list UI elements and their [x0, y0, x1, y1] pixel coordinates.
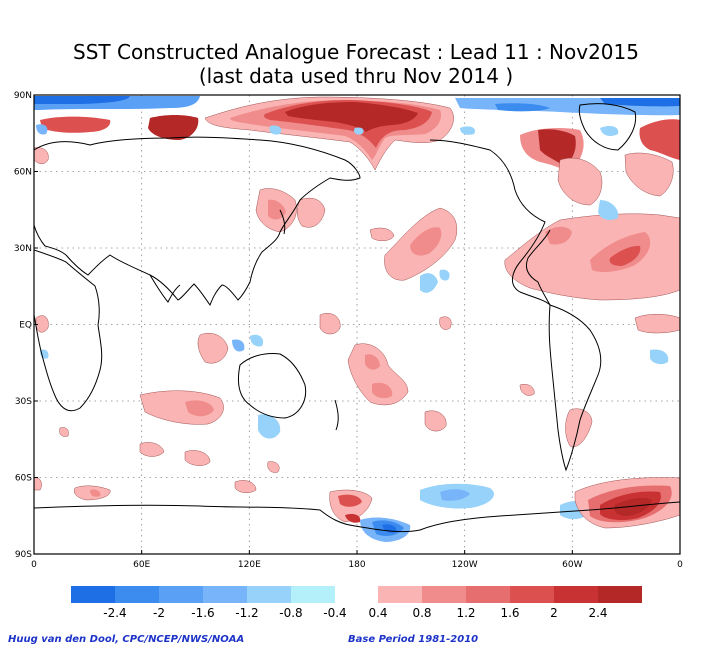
lon-label: 60E: [133, 560, 150, 570]
arctic-cold-anomaly: [34, 96, 680, 136]
coast-greenland: [578, 103, 637, 151]
map-title: SST Constructed Analogue Forecast : Lead…: [73, 40, 639, 64]
coast-india: [149, 274, 181, 303]
legend-label: 2: [550, 606, 558, 620]
legend-labels: -2.4 -2 -1.6 -1.2 -0.8 -0.4 0.4 0.8 1.2 1.6 2 2.4: [103, 606, 607, 620]
legend-label: 0.8: [412, 606, 431, 620]
legend-label: 0.4: [368, 606, 387, 620]
lat-label: 30S: [15, 397, 32, 407]
coast-africa: [34, 249, 103, 412]
lat-label: EQ: [19, 321, 32, 331]
coastlines: [34, 103, 680, 533]
legend-label: -0.4: [323, 606, 346, 620]
legend-label: -0.8: [279, 606, 302, 620]
legend-swatch: [71, 586, 115, 603]
mid-latitude-anomalies: [34, 147, 680, 406]
lon-label: 0: [677, 560, 683, 570]
coast-new-zealand: [334, 399, 339, 431]
legend-swatch: [554, 586, 598, 603]
lon-label: 120W: [452, 560, 478, 570]
legend-label: -1.2: [235, 606, 258, 620]
legend-swatch: [510, 586, 554, 603]
coast-australia: [237, 353, 307, 419]
southern-anomalies: [34, 390, 680, 542]
coast-antarctica: [34, 501, 680, 533]
legend-label: -2: [153, 606, 165, 620]
lon-label: 0: [31, 560, 37, 570]
lat-label: 60S: [15, 474, 32, 484]
lat-label: 90N: [14, 91, 32, 101]
legend-swatch: [466, 586, 510, 603]
base-period-text: Base Period 1981-2010: [348, 634, 479, 645]
latitude-labels: 90N 60N 30N EQ 30S 60S 90S: [14, 91, 38, 560]
legend-swatch: [203, 586, 247, 603]
legend-label: 1.6: [500, 606, 519, 620]
lat-label: 90S: [15, 550, 32, 560]
coast-north-america: [429, 139, 551, 306]
color-legend: [71, 586, 642, 603]
coast-eurasia: [34, 136, 361, 307]
anomaly-fields: [34, 96, 680, 542]
legend-label: -2.4: [103, 606, 126, 620]
lon-label: 120E: [238, 560, 261, 570]
legend-swatch: [159, 586, 203, 603]
lat-label: 30N: [14, 244, 32, 254]
longitude-labels: 0 60E 120E 180 120W 60W 0: [31, 550, 683, 570]
arctic-warm-anomaly: [40, 96, 680, 172]
map-subtitle: (last data used thru Nov 2014 ): [198, 64, 514, 88]
legend-swatch: [598, 586, 642, 603]
legend-label: 1.2: [456, 606, 475, 620]
legend-swatch: [378, 586, 422, 603]
lon-label: 60W: [562, 560, 582, 570]
coast-south-america: [548, 304, 602, 472]
legend-swatch: [422, 586, 466, 603]
legend-swatch: [291, 586, 335, 603]
legend-label: -1.6: [191, 606, 214, 620]
credit-text: Huug van den Dool, CPC/NCEP/NWS/NOAA: [8, 634, 245, 645]
lon-label: 180: [348, 560, 365, 570]
legend-label: 2.4: [588, 606, 607, 620]
legend-swatch: [247, 586, 291, 603]
coast-japan: [279, 209, 286, 235]
lat-label: 60N: [14, 168, 32, 178]
legend-swatch: [115, 586, 159, 603]
